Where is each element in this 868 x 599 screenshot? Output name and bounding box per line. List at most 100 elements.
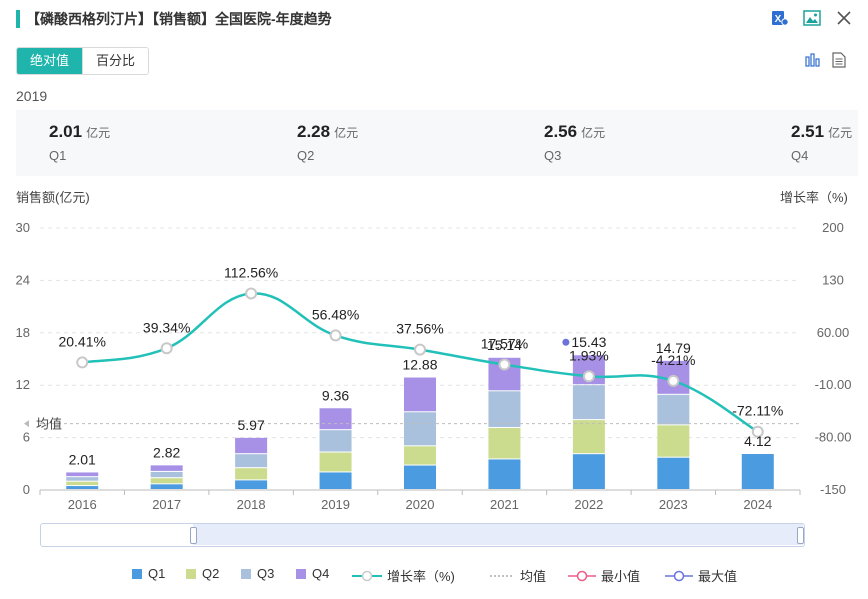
growth-label: 39.34% [143, 319, 190, 335]
bar-total-label: 5.97 [237, 417, 264, 433]
average-label: 均值 [36, 417, 62, 432]
x-tick-label: 2024 [743, 497, 772, 512]
kpi-q4: 2.51 亿元 Q4 [791, 122, 852, 163]
bar-q2 [235, 468, 268, 480]
kpi-unit: 亿元 [828, 126, 853, 140]
value-mode-toggle: 绝对值 百分比 [16, 47, 150, 75]
bar-q4 [66, 472, 99, 477]
table-view-icon[interactable] [829, 50, 849, 70]
bar-total-label: 2.82 [153, 444, 180, 460]
x-tick-label: 2019 [321, 497, 350, 512]
bar-q1 [66, 486, 99, 489]
bar-q1 [235, 480, 268, 489]
legend-min[interactable]: 最小值 [568, 566, 640, 585]
legend-growth[interactable]: 增长率（%) [352, 566, 455, 585]
kpi-value: 2.28 [297, 122, 331, 141]
legend-line-icon [352, 570, 382, 581]
bar-q3 [319, 430, 352, 452]
close-icon[interactable] [834, 8, 854, 28]
growth-label: 37.56% [396, 321, 443, 337]
growth-label: 1.93% [569, 347, 609, 363]
legend-swatch [296, 568, 306, 579]
export-image-icon[interactable] [802, 8, 822, 28]
y2-tick-label: 60.00 [817, 325, 850, 340]
bar-total-label: 15.43 [571, 334, 606, 350]
bar-q4 [404, 377, 436, 412]
legend-label: Q3 [257, 566, 275, 581]
y-tick-label: 12 [16, 377, 30, 392]
legend-swatch [132, 568, 142, 579]
legend-label: Q2 [202, 566, 220, 581]
legend-dash-icon [490, 574, 514, 577]
bar-total-label: 9.36 [322, 387, 349, 403]
legend-label: 增长率（%) [387, 569, 455, 584]
bar-chart-view-icon[interactable] [803, 50, 823, 70]
legend-label: Q4 [312, 566, 330, 581]
kpi-q3: 2.56 亿元 Q3 [544, 122, 605, 163]
kpi-summary: 2.01 亿元 Q1 2.28 亿元 Q2 2.56 亿元 Q3 2.51 亿元 Q4 [16, 110, 858, 176]
absolute-value-tab[interactable]: 绝对值 [17, 48, 83, 74]
max-value-marker [562, 338, 570, 346]
y2-axis-title: 增长率（%) [780, 190, 848, 205]
bar-q2 [150, 478, 183, 484]
legend-label: 最小值 [601, 569, 641, 584]
growth-label: 112.56% [224, 264, 278, 280]
y2-tick-label: 130 [822, 272, 844, 287]
growth-point [76, 356, 89, 369]
kpi-value: 2.01 [49, 122, 83, 141]
growth-point [582, 370, 595, 383]
legend-max[interactable]: 最大值 [665, 566, 737, 585]
bar-q3 [150, 471, 183, 478]
y-tick-label: 30 [16, 220, 30, 235]
kpi-unit: 亿元 [86, 126, 111, 140]
growth-point [414, 343, 426, 356]
percent-tab[interactable]: 百分比 [82, 48, 149, 74]
bar-q3 [235, 454, 268, 468]
x-tick-label: 2022 [574, 497, 603, 512]
bar-total-label: 14.79 [656, 340, 691, 356]
legend-label: 最大值 [698, 569, 738, 584]
growth-point [751, 425, 764, 438]
export-excel-icon[interactable]: X [770, 8, 790, 28]
y2-tick-label: -80.00 [815, 430, 852, 445]
kpi-quarter: Q4 [791, 148, 809, 163]
bar-q4 [319, 408, 352, 430]
bar-q3 [404, 412, 436, 446]
y2-tick-label: 200 [822, 220, 844, 235]
average-marker [24, 420, 29, 428]
bar-q1 [488, 459, 521, 489]
legend-q3[interactable]: Q3 [241, 566, 274, 581]
x-tick-label: 2020 [406, 497, 435, 512]
bar-q2 [319, 452, 352, 472]
growth-label: 56.48% [312, 306, 359, 322]
x-tick-label: 2016 [68, 497, 97, 512]
kpi-year: 2019 [16, 88, 48, 104]
data-zoom-left-handle[interactable] [190, 527, 197, 544]
legend-q4[interactable]: Q4 [296, 566, 329, 581]
bar-q1 [150, 484, 183, 489]
bar-q2 [572, 420, 605, 454]
bar-q2 [66, 481, 99, 486]
data-zoom-selection[interactable] [193, 524, 803, 545]
y-axis-title: 销售额(亿元) [16, 190, 90, 205]
legend-q1[interactable]: Q1 [132, 566, 165, 581]
bar-q1 [404, 465, 436, 489]
bar-q3 [572, 385, 605, 420]
legend-q2[interactable]: Q2 [186, 566, 219, 581]
chart-title: 【磷酸西格列汀片】【销售额】全国医院-年度趋势 [26, 11, 332, 27]
bar-total-label: 4.12 [744, 433, 771, 449]
x-tick-label: 2018 [237, 497, 266, 512]
x-tick-label: 2021 [490, 497, 519, 512]
legend-average[interactable]: 均值 [490, 566, 546, 585]
kpi-unit: 亿元 [581, 126, 606, 140]
kpi-value: 2.56 [544, 122, 578, 141]
legend-min-icon [568, 570, 596, 581]
growth-label: -4.21% [651, 352, 695, 368]
data-zoom-right-handle[interactable] [797, 527, 804, 544]
legend-swatch [186, 568, 196, 579]
y-tick-label: 6 [23, 430, 30, 445]
growth-point [245, 287, 258, 300]
y-tick-label: 0 [23, 482, 30, 497]
bar-q2 [488, 427, 521, 459]
